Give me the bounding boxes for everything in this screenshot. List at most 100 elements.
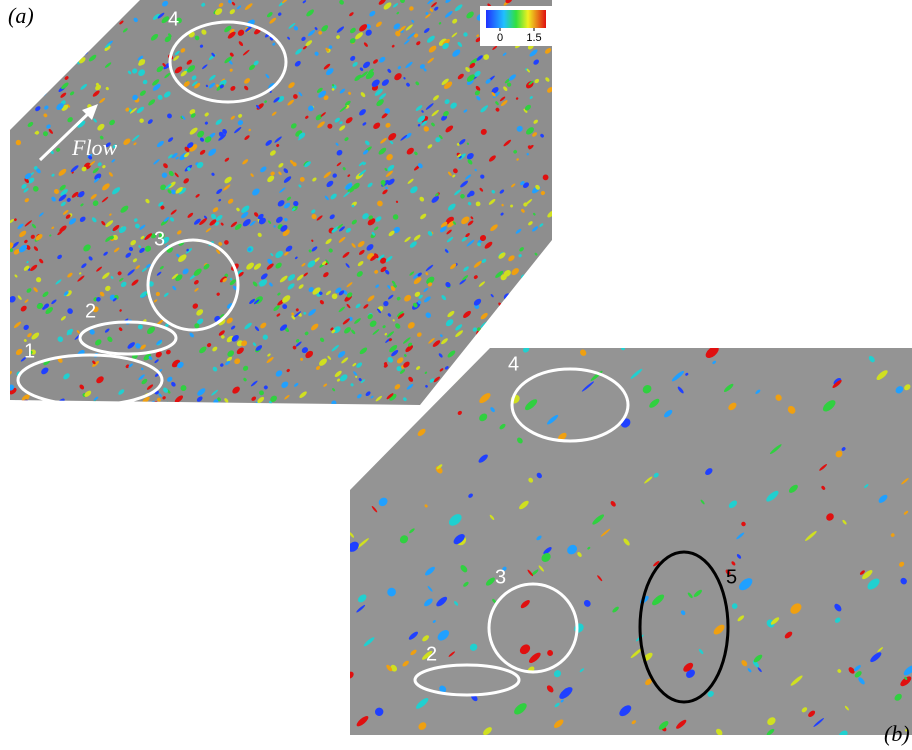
vortex-blob [537,282,544,289]
vortex-blob [13,399,19,405]
vortex-blob [89,5,96,12]
vortex-blob [85,25,91,31]
vortex-blob [454,373,460,379]
panel-label: (b) [884,721,910,746]
vortex-blob [28,53,32,57]
vortex-blob [38,52,47,60]
vortex-blob [55,21,61,27]
vortex-blob [58,45,62,50]
vortex-blob [433,392,439,397]
vortex-blob [440,387,445,392]
vortex-blob [484,337,490,343]
vortex-blob [39,66,47,74]
vortex-blob [38,49,42,53]
vortex-blob [398,408,410,419]
vortex-blob [526,336,535,344]
region-label: 4 [508,353,519,375]
vortex-blob [499,339,504,345]
vortex-blob [527,284,536,292]
vortex-blob [66,6,70,10]
vortex-blob [511,299,518,305]
vortex-blob [529,297,539,307]
region-label: 4 [168,8,179,30]
vortex-blob [30,70,38,78]
vortex-blob [42,27,49,34]
vortex-blob [11,71,17,77]
vortex-blob [29,29,34,34]
vortex-blob [60,13,65,18]
vortex-blob [62,13,66,17]
vortex-blob [44,81,52,88]
vortex-blob [22,56,29,62]
colorbar-gradient [486,10,546,28]
vortex-blob [81,45,86,50]
vortex-blob [34,15,41,22]
region-label: 2 [85,300,96,322]
vortex-blob [491,339,497,345]
vortex-blob [27,400,34,408]
vortex-blob [451,366,461,376]
vortex-blob [516,282,525,291]
vortex-blob [466,360,470,364]
vortex-blob [464,357,473,365]
vortex-blob [86,22,95,31]
vortex-blob [451,366,456,371]
vortex-blob [463,348,472,357]
vortex-blob [39,34,46,41]
vortex-blob [531,333,537,339]
region-label: 2 [426,643,437,665]
vortex-blob [502,309,506,313]
vortex-blob [68,47,73,52]
vortex-blob [547,273,554,280]
vortex-blob [74,27,85,37]
flow-label: Flow [71,135,118,160]
vortex-blob [67,48,76,56]
vortex-blob [33,0,43,5]
vortex-blob [8,114,14,120]
vortex-blob [524,324,534,333]
vortex-blob [24,31,28,34]
vortex-blob [27,79,37,88]
vortex-blob [547,282,553,288]
vortex-blob [460,358,468,365]
vortex-blob [26,90,34,98]
vortex-blob [493,319,502,327]
vortex-blob [495,337,500,342]
panel-label: (a) [8,3,34,28]
region-label: 5 [726,566,737,588]
page: 1 2 3 4 2 3 4 5 Flow (a) (b) 01.5 (() =>… [0,0,912,750]
vortex-blob [515,318,523,326]
vortex-blob [31,75,36,80]
vortex-blob [483,342,489,348]
vortex-blob [512,317,519,324]
region-label: 1 [24,340,35,362]
colorbar-tick-label: 1.5 [526,32,541,44]
vortex-blob [538,330,546,338]
vortex-blob [7,401,14,408]
vortex-blob [81,12,90,20]
vortex-blob [521,335,527,340]
vortex-blob [506,311,515,319]
vortex-blob [24,102,29,107]
vortex-blob [370,427,384,440]
vortex-blob [23,65,32,74]
vortex-blob [504,314,513,323]
vortex-blob [21,401,28,408]
vortex-blob [17,87,25,95]
vortex-blob [67,35,71,39]
vortex-blob [507,325,512,330]
figure: 1 2 3 4 2 3 4 5 Flow (a) (b) 01.5 [0,0,912,750]
vortex-blob [529,321,537,328]
vortex-blob [527,320,535,328]
vortex-blob [53,16,58,21]
vortex-blob [109,15,115,21]
vortex-blob [99,28,105,34]
vortex-blob [82,25,87,30]
vortex-blob [547,312,554,319]
vortex-blob [31,93,37,99]
vortex-blob [540,325,546,332]
region-label: 3 [495,566,506,588]
vortex-blob [65,30,74,38]
vortex-blob [75,31,83,39]
vortex-blob [350,428,363,441]
